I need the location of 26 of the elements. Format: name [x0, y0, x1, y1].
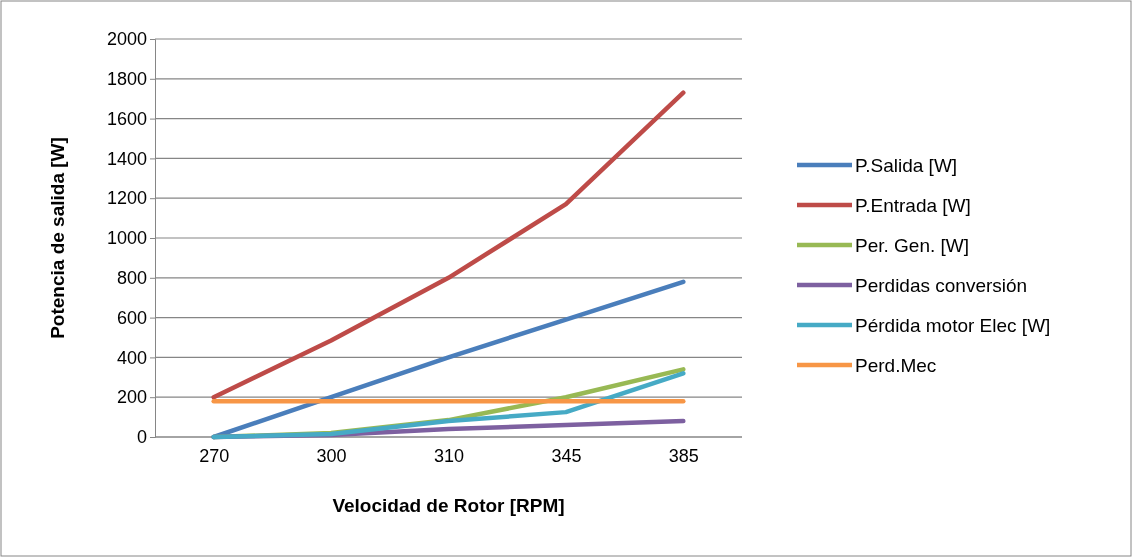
y-tick-label: 400	[116, 347, 147, 368]
x-tick-label: 345	[551, 445, 582, 466]
x-tick-label: 270	[199, 445, 230, 466]
x-tick-label: 310	[433, 445, 465, 466]
y-tick-label: 0	[136, 427, 147, 448]
y-tick-label: 1800	[106, 69, 147, 90]
line-series	[211, 279, 686, 440]
x-axis-title: Velocidad de Rotor [RPM]	[332, 495, 565, 516]
x-tick-label: 300	[316, 445, 347, 466]
x-tick-label: 385	[668, 445, 699, 466]
y-tick-label: 200	[116, 387, 147, 408]
y-tick-label: 2000	[106, 29, 147, 50]
legend-label: P.Entrada [W]	[855, 195, 971, 216]
y-tick-label: 1200	[106, 188, 147, 209]
legend-label: Perdidas conversión	[855, 275, 1028, 296]
legend-label: Perd.Mec	[855, 355, 937, 376]
y-tick-label: 1000	[106, 228, 147, 249]
legend-label: Per. Gen. [W]	[855, 235, 970, 256]
legend-label: Pérdida motor Elec [W]	[855, 315, 1051, 336]
legend-label: P.Salida [W]	[855, 155, 958, 176]
y-axis-title: Potencia de salida [W]	[47, 137, 68, 339]
y-tick-label: 800	[116, 268, 147, 289]
y-tick-label: 600	[116, 307, 147, 328]
y-tick-label: 1400	[106, 148, 147, 169]
line-series	[211, 90, 686, 400]
y-tick-label: 1600	[106, 108, 147, 129]
